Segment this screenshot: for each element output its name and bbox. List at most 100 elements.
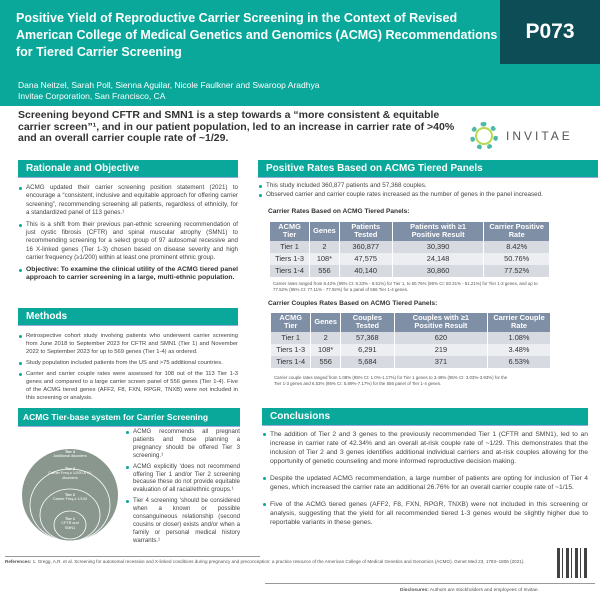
cell: 47,575 xyxy=(339,252,393,265)
cell: 40,140 xyxy=(339,264,393,277)
cell: 30,860 xyxy=(392,264,485,277)
cell: 6.53% xyxy=(487,355,551,368)
positive-rates-section: Positive Rates Based on ACMG Tiered Pane… xyxy=(258,160,598,202)
logo-wordmark: INVITAE xyxy=(506,129,573,143)
references: References: 1. Gregg, A.R. et al. Screen… xyxy=(5,559,525,564)
table-row: Tiers 1-3 108* 6,291 219 3.48% xyxy=(271,343,551,356)
cell: 371 xyxy=(394,355,489,368)
cell: Tiers 1-3 xyxy=(270,252,311,265)
carrier-rates-table: ACMG Tier Genes Patients Tested Patients… xyxy=(270,222,550,277)
list-item: Five of the ACMG tiered genes (AFF2, F8,… xyxy=(262,500,588,527)
cell: 556 xyxy=(309,264,340,277)
column-header: Carrier Couple Rate xyxy=(487,313,551,332)
list-item: This study included 360,877 patients and… xyxy=(258,182,598,190)
column-header: Patients with ≥1 Positive Result xyxy=(392,222,485,241)
cell: 620 xyxy=(394,331,489,344)
table-header: ACMG Tier Genes Couples Tested Couples w… xyxy=(271,313,551,332)
tier-2-label: Tier 2 Carrier Freq ≥ 1/100 xyxy=(52,493,88,502)
poster-title: Positive Yield of Reproductive Carrier S… xyxy=(16,11,498,59)
cell: 108* xyxy=(310,343,341,356)
couple-rates-table: ACMG Tier Genes Couples Tested Couples w… xyxy=(271,313,551,368)
carrier-table-note: Carrier rates ranged from 8.42% (95% CI:… xyxy=(273,281,538,292)
cell: 8.42% xyxy=(483,240,550,253)
list-item: This is a shift from their previous pan-… xyxy=(18,221,238,263)
invitae-logo: INVITAE xyxy=(470,122,573,150)
rationale-list: ACMG updated their carrier screening pos… xyxy=(18,184,238,282)
section-heading: Conclusions xyxy=(262,408,588,426)
cell: 6,291 xyxy=(340,343,395,356)
tier-3-label: Tier 3 Carrier Freq ≥ 1/200 & XL disorder… xyxy=(48,467,92,480)
tier-1-label: Tier 1 CFTR and SMN1 xyxy=(61,517,79,530)
column-header: Carrier Positive Rate xyxy=(483,222,550,241)
tier-1-circle xyxy=(53,510,87,540)
table-row: Tiers 1-3 108* 47,575 24,148 50.76% xyxy=(270,252,550,265)
cell: 24,148 xyxy=(392,252,485,265)
section-heading: ACMG Tier-base system for Carrier Screen… xyxy=(18,408,240,427)
list-item: ACMG updated their carrier screening pos… xyxy=(18,184,238,218)
cell: 5,684 xyxy=(340,355,395,368)
cell: 2 xyxy=(310,331,341,344)
list-item: Observed carrier and carrier couple rate… xyxy=(258,191,598,199)
cell: 360,877 xyxy=(339,240,393,253)
disclosures: Disclosures: Authors are stockholders an… xyxy=(400,588,539,593)
column-header: Genes xyxy=(310,313,341,332)
poster-id: P073 xyxy=(500,0,600,64)
cell: 3.48% xyxy=(487,343,551,356)
affiliation: Invitae Corporation, San Francisco, CA xyxy=(18,91,166,101)
cell: Tiers 1-4 xyxy=(271,355,312,368)
conclusions-section: Conclusions The addition of Tier 2 and 3… xyxy=(262,408,588,535)
table-row: Tier 1 2 57,368 620 1.08% xyxy=(271,331,551,344)
rationale-section: Rationale and Objective ACMG updated the… xyxy=(18,160,238,285)
carrier-table-caption: Carrier Rates Based on ACMG Tiered Panel… xyxy=(268,208,410,215)
list-item: Tier 4 screening ‘should be considered w… xyxy=(125,497,240,544)
list-item: ACMG recommends all pregnant patients an… xyxy=(125,428,240,460)
list-item: Objective: To examine the clinical utili… xyxy=(18,266,238,283)
column-header: Patients Tested xyxy=(339,222,393,241)
cell: 77.52% xyxy=(483,264,550,277)
list-item: Study population included patients from … xyxy=(18,359,238,367)
list-item: ACMG explicitly ‘does not recommend offe… xyxy=(125,463,240,495)
cell: 30,390 xyxy=(392,240,485,253)
divider xyxy=(265,583,595,584)
cell: 219 xyxy=(394,343,489,356)
authors: Dana Neitzel, Sarah Poll, Sienna Aguilar… xyxy=(18,80,320,90)
section-heading: Positive Rates Based on ACMG Tiered Pane… xyxy=(258,160,598,178)
tier-system-list: ACMG recommends all pregnant patients an… xyxy=(125,428,240,548)
key-message: Screening beyond CFTR and SMN1 is a step… xyxy=(18,109,455,144)
list-item: The addition of Tier 2 and 3 genes to th… xyxy=(262,430,588,466)
positive-rates-list: This study included 360,877 patients and… xyxy=(258,182,598,199)
qr-code-icon[interactable] xyxy=(557,548,587,578)
cell: 50.76% xyxy=(483,252,550,265)
cell: Tier 1 xyxy=(270,240,311,253)
table-header: ACMG Tier Genes Patients Tested Patients… xyxy=(270,222,550,241)
cell: 108* xyxy=(309,252,340,265)
couple-table-caption: Carrier Couples Rates Based on ACMG Tier… xyxy=(268,300,438,307)
authors-block: Dana Neitzel, Sarah Poll, Sienna Aguilar… xyxy=(18,80,319,102)
section-heading: Methods xyxy=(18,308,238,326)
cell: Tiers 1-4 xyxy=(270,264,311,277)
column-header: Genes xyxy=(309,222,340,241)
methods-list: Retrospective cohort study involving pat… xyxy=(18,332,238,402)
cell: 57,368 xyxy=(340,331,395,344)
table-row: Tier 1 2 360,877 30,390 8.42% xyxy=(270,240,550,253)
tier-4-circle xyxy=(22,449,118,541)
section-heading: Rationale and Objective xyxy=(18,160,238,178)
logo-ring-icon xyxy=(470,122,498,150)
list-item: Retrospective cohort study involving pat… xyxy=(18,332,238,356)
column-header: Couples Tested xyxy=(340,313,395,332)
cell: Tiers 1-3 xyxy=(271,343,312,356)
methods-section: Methods Retrospective cohort study invol… xyxy=(18,308,238,405)
tier-4-label: Tier 4 Additional disorders xyxy=(53,450,87,459)
column-header: ACMG Tier xyxy=(271,313,312,332)
table-row: Tiers 1-4 556 5,684 371 6.53% xyxy=(271,355,551,368)
tier-diagram: Tier 4 Additional disorders Tier 3 Carrier… xyxy=(20,447,120,542)
tier-system-section: ACMG Tier-base system for Carrier Screen… xyxy=(18,408,240,427)
divider xyxy=(5,556,260,557)
cell: 2 xyxy=(309,240,340,253)
list-item: Carrier and carrier couple rates were as… xyxy=(18,370,238,402)
conclusions-list: The addition of Tier 2 and 3 genes to th… xyxy=(262,430,588,527)
cell: 556 xyxy=(310,355,341,368)
tier-2-circle xyxy=(39,488,101,542)
list-item: Despite the updated ACMG recommendation,… xyxy=(262,474,588,492)
column-header: ACMG Tier xyxy=(270,222,311,241)
